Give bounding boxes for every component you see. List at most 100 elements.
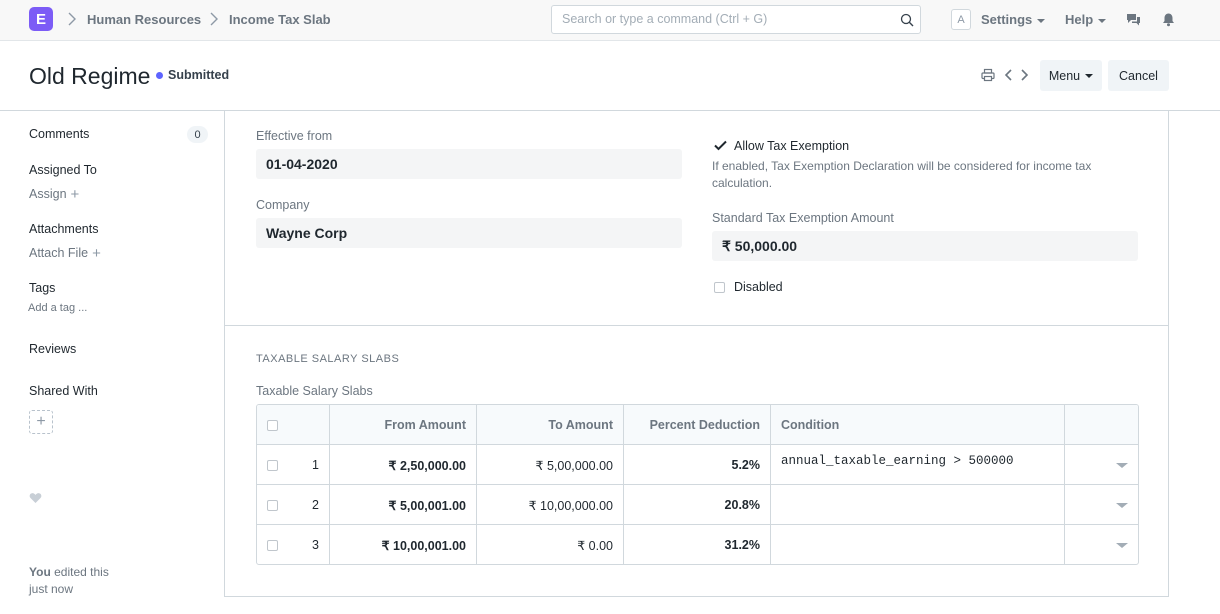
header-condition: Condition — [771, 405, 1065, 445]
row-checkbox[interactable] — [267, 540, 278, 551]
form-main: Effective from 01-04-2020 Company Wayne … — [224, 111, 1169, 597]
print-icon[interactable] — [981, 68, 995, 82]
tags-label: Tags — [29, 281, 56, 295]
help-dropdown[interactable]: Help — [1065, 12, 1107, 27]
assign-link[interactable]: Assign + — [29, 186, 79, 203]
edited-user: You — [29, 565, 51, 579]
allow-tax-exemption-label[interactable]: Allow Tax Exemption — [734, 139, 850, 153]
checkmark-icon[interactable] — [714, 140, 727, 151]
disabled-checkbox[interactable] — [714, 282, 725, 293]
effective-from-label: Effective from — [256, 129, 333, 143]
percent-deduction-cell[interactable]: 20.8% — [624, 485, 771, 525]
row-checkbox[interactable] — [267, 500, 278, 511]
row-expand-icon[interactable] — [1116, 543, 1128, 548]
settings-dropdown[interactable]: Settings — [981, 12, 1046, 27]
header-actions — [1065, 405, 1138, 445]
row-index: 3 — [312, 538, 319, 552]
edited-time: just now — [29, 582, 74, 596]
add-tag-link[interactable]: Add a tag ... — [28, 302, 88, 314]
condition-cell[interactable] — [771, 525, 1065, 564]
table-header: From Amount To Amount Percent Deduction … — [257, 405, 1138, 445]
row-index-cell: 2 — [257, 485, 330, 525]
from-amount-cell[interactable]: ₹ 5,00,001.00 — [330, 485, 477, 525]
row-expand-icon[interactable] — [1116, 463, 1128, 468]
attach-file-link[interactable]: Attach File + — [29, 245, 101, 262]
percent-deduction-cell[interactable]: 31.2% — [624, 525, 771, 564]
company-field[interactable]: Wayne Corp — [256, 218, 682, 248]
heart-icon[interactable] — [29, 492, 42, 504]
user-avatar[interactable]: A — [951, 9, 971, 30]
menu-button-label: Menu — [1048, 68, 1081, 83]
header-to-amount: To Amount — [477, 405, 624, 445]
search-input[interactable] — [562, 12, 882, 26]
page-head: Old Regime Submitted Menu Cancel — [0, 41, 1220, 111]
navbar: E Human Resources Income Tax Slab A Sett… — [0, 0, 1220, 41]
search-icon[interactable] — [900, 13, 914, 27]
from-amount-cell[interactable]: ₹ 10,00,001.00 — [330, 525, 477, 564]
settings-label: Settings — [981, 12, 1033, 27]
row-expand-icon[interactable] — [1116, 503, 1128, 508]
select-all-checkbox[interactable] — [267, 420, 278, 431]
disabled-label[interactable]: Disabled — [734, 280, 783, 294]
row-index: 1 — [312, 458, 319, 472]
header-from-amount: From Amount — [330, 405, 477, 445]
edited-text: edited this — [54, 565, 109, 579]
chevron-right-icon — [68, 12, 76, 26]
section-divider — [225, 325, 1168, 326]
header-percent-deduction: Percent Deduction — [624, 405, 771, 445]
std-exemption-label: Standard Tax Exemption Amount — [712, 211, 894, 225]
plus-icon: + — [92, 245, 101, 262]
notification-bell-icon[interactable] — [1161, 12, 1176, 27]
to-amount-cell[interactable]: ₹ 5,00,000.00 — [477, 445, 624, 485]
assign-link-label: Assign — [29, 187, 67, 201]
row-index-cell: 1 — [257, 445, 330, 485]
chevron-right-icon — [210, 12, 218, 26]
allow-tax-exemption-description: If enabled, Tax Exemption Declaration wi… — [712, 159, 1092, 190]
table-row[interactable]: 3 ₹ 10,00,001.00 ₹ 0.00 31.2% — [257, 525, 1138, 564]
header-cell — [257, 405, 330, 445]
attachments-label: Attachments — [29, 222, 99, 236]
status-badge: Submitted — [168, 68, 230, 82]
plus-icon: + — [70, 186, 80, 203]
breadcrumb-income-tax-slab[interactable]: Income Tax Slab — [229, 12, 331, 27]
section-title: TAXABLE SALARY SLABS — [256, 353, 400, 365]
search-bar[interactable] — [551, 5, 921, 34]
condition-cell[interactable]: annual_taxable_earning > 500000 — [771, 445, 1065, 485]
condition-cell[interactable] — [771, 485, 1065, 525]
app-logo[interactable]: E — [29, 7, 53, 31]
plus-icon: + — [36, 413, 46, 430]
percent-deduction-cell[interactable]: 5.2% — [624, 445, 771, 485]
from-amount-cell[interactable]: ₹ 2,50,000.00 — [330, 445, 477, 485]
cancel-button-label: Cancel — [1119, 68, 1158, 83]
menu-button[interactable]: Menu — [1040, 60, 1102, 91]
table-row[interactable]: 1 ₹ 2,50,000.00 ₹ 5,00,000.00 5.2% annua… — [257, 445, 1138, 485]
to-amount-cell[interactable]: ₹ 0.00 — [477, 525, 624, 564]
to-amount-cell[interactable]: ₹ 10,00,000.00 — [477, 485, 624, 525]
table-row[interactable]: 2 ₹ 5,00,001.00 ₹ 10,00,000.00 20.8% — [257, 485, 1138, 525]
comments-label[interactable]: Comments — [29, 127, 90, 141]
help-label: Help — [1065, 12, 1094, 27]
caret-down-icon — [1098, 18, 1107, 23]
effective-from-field[interactable]: 01-04-2020 — [256, 149, 682, 179]
reviews-label: Reviews — [29, 342, 77, 356]
row-checkbox[interactable] — [267, 460, 278, 471]
slabs-table-label: Taxable Salary Slabs — [256, 384, 373, 398]
previous-doc-icon[interactable] — [1002, 68, 1016, 82]
status-indicator-dot — [156, 72, 163, 79]
breadcrumb-human-resources[interactable]: Human Resources — [87, 12, 202, 27]
chat-icon[interactable] — [1126, 12, 1141, 27]
cancel-button[interactable]: Cancel — [1108, 60, 1169, 91]
attach-file-label: Attach File — [29, 246, 89, 260]
comments-count-badge: 0 — [187, 126, 208, 143]
next-doc-icon[interactable] — [1017, 68, 1031, 82]
row-index-cell: 3 — [257, 525, 330, 564]
shared-with-label: Shared With — [29, 384, 98, 398]
caret-down-icon — [1085, 73, 1094, 78]
caret-down-icon — [1037, 18, 1046, 23]
last-edited-info: You edited this just now — [29, 564, 149, 598]
page-title: Old Regime — [29, 63, 151, 89]
add-share-button[interactable]: + — [29, 410, 53, 434]
row-index: 2 — [312, 498, 319, 512]
std-exemption-field[interactable]: ₹ 50,000.00 — [712, 231, 1138, 261]
assigned-to-label: Assigned To — [29, 163, 97, 177]
